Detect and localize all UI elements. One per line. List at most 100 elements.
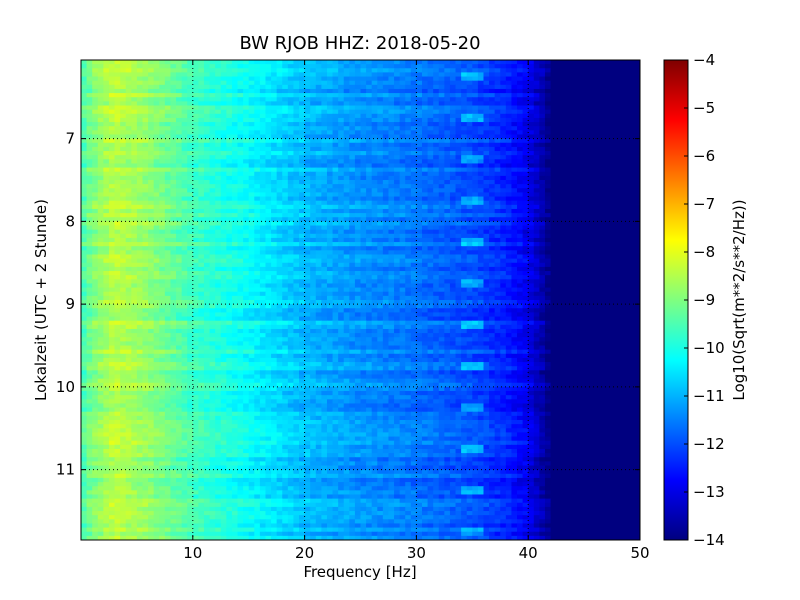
heatmap-cell [142,80,149,86]
heatmap-cell [271,213,278,218]
heatmap-cell [600,126,608,131]
heatmap-cell [248,122,255,127]
heatmap-cell [533,97,540,102]
heatmap-cell [181,142,188,148]
heatmap-cell [371,159,378,165]
heatmap-cell [142,262,149,268]
heatmap-cell [399,97,406,102]
heatmap-cell [265,229,272,235]
heatmap-cell [517,142,524,148]
heatmap-cell [198,180,205,185]
heatmap-cell [539,217,546,222]
heatmap-cell [97,175,104,181]
heatmap-cell [405,134,412,140]
heatmap-cell [220,175,227,181]
heatmap-cell [500,109,507,115]
heatmap-cell [382,242,390,247]
heatmap-cell [254,126,261,131]
heatmap-cell [606,64,613,69]
heatmap-cell [612,113,619,119]
heatmap-cell [92,229,99,235]
heatmap-cell [293,109,300,115]
heatmap-cell [477,262,485,268]
heatmap-cell [237,113,244,119]
heatmap-cell [578,242,585,247]
heatmap-cell [550,155,557,160]
heatmap-cell [578,258,585,264]
heatmap-cell [153,175,160,181]
heatmap-cell [131,155,138,160]
heatmap-cell [209,155,216,160]
heatmap-cell [578,233,585,239]
heatmap-cell [489,242,496,247]
heatmap-cell [416,64,423,69]
heatmap-cell [438,64,445,69]
heatmap-cell [421,262,429,268]
heatmap-cell [103,200,110,206]
heatmap-cell [572,88,580,94]
heatmap-cell [623,109,630,115]
heatmap-cell [477,163,485,169]
heatmap-cell [86,167,93,173]
heatmap-cell [455,229,462,235]
heatmap-cell [108,175,116,181]
heatmap-cell [472,175,479,181]
heatmap-cell [215,192,222,198]
heatmap-cell [461,72,468,78]
heatmap-cell [343,88,350,94]
heatmap-cell [299,72,306,78]
heatmap-cell [310,180,317,185]
heatmap-cell [265,237,272,243]
heatmap-cell [494,72,501,78]
heatmap-cell [472,159,479,165]
heatmap-cell [377,101,384,107]
heatmap-cell [271,113,278,119]
heatmap-cell [612,250,619,256]
heatmap-cell [589,163,596,169]
heatmap-cell [433,159,440,165]
heatmap-cell [97,117,104,123]
heatmap-cell [131,229,138,235]
heatmap-cell [612,60,619,65]
heatmap-cell [114,142,121,148]
heatmap-cell [293,80,300,86]
heatmap-cell [120,254,127,260]
heatmap-cell [326,93,334,98]
heatmap-cell [136,101,144,107]
heatmap-cell [572,237,580,243]
heatmap-cell [494,80,501,86]
heatmap-cell [461,155,468,160]
heatmap-cell [634,101,640,107]
heatmap-cell [181,192,188,198]
heatmap-cell [612,93,619,98]
heatmap-cell [466,109,473,115]
heatmap-cell [572,167,580,173]
heatmap-cell [449,113,457,119]
heatmap-cell [382,117,390,123]
heatmap-cell [556,180,563,185]
heatmap-cell [595,97,602,102]
heatmap-cell [528,163,535,169]
heatmap-cell [304,258,311,264]
heatmap-cell [556,117,563,123]
heatmap-cell [321,233,328,239]
heatmap-cell [544,163,552,169]
heatmap-cell [293,233,300,239]
heatmap-cell [427,105,434,111]
heatmap-cell [299,122,306,127]
heatmap-cell [511,196,518,202]
heatmap-cell [176,155,183,160]
heatmap-cell [220,188,227,194]
heatmap-cell [343,146,350,152]
heatmap-cell [81,142,88,148]
heatmap-cell [589,159,596,165]
heatmap-cell [326,84,334,90]
heatmap-cell [405,68,412,74]
heatmap-cell [489,250,496,256]
heatmap-cell [304,196,311,202]
heatmap-cell [215,134,222,140]
heatmap-cell [371,258,378,264]
heatmap-cell [500,138,507,144]
heatmap-cell [556,113,563,119]
heatmap-cell [489,192,496,198]
